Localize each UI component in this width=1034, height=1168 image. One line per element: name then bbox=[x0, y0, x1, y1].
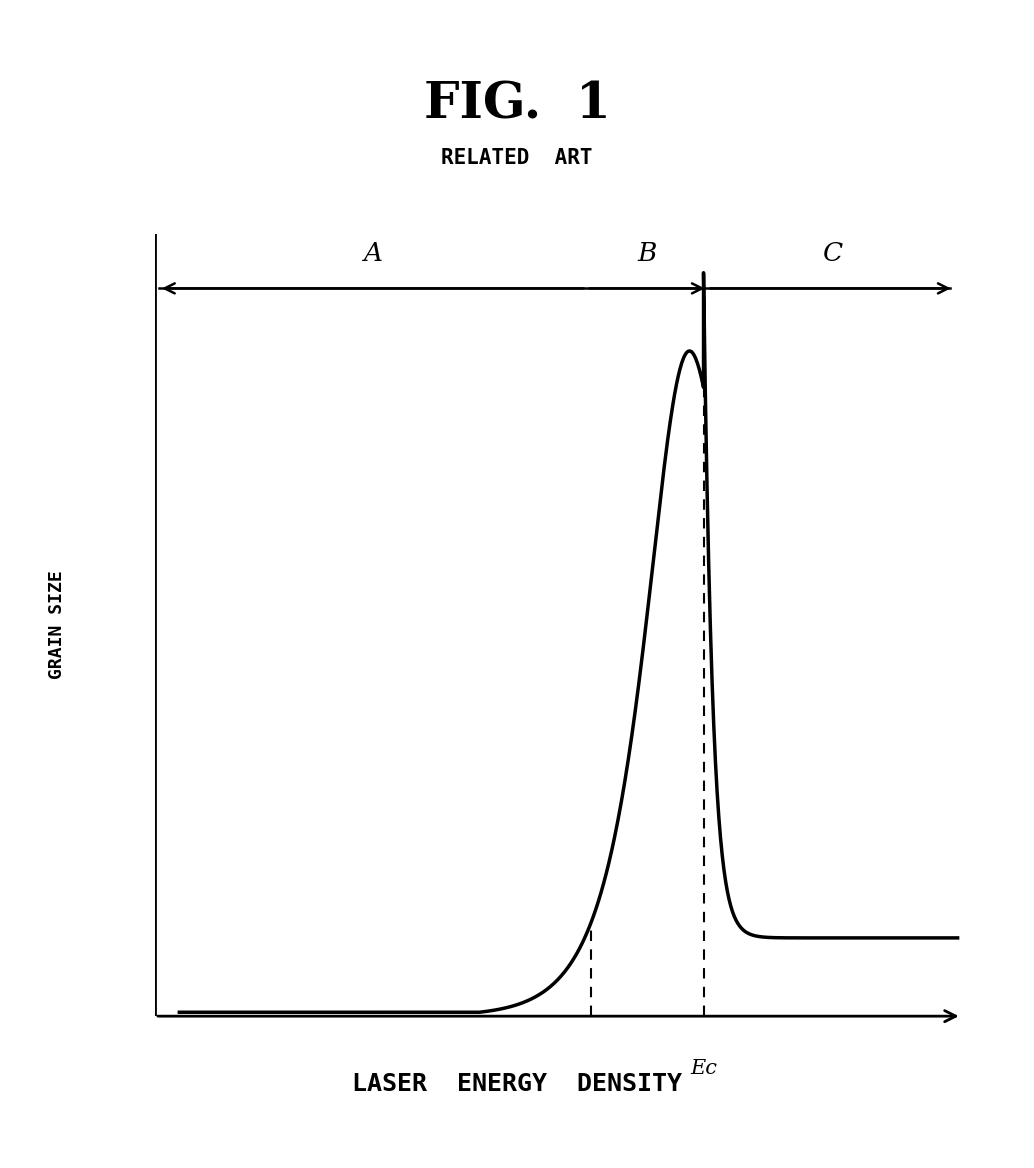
Text: GRAIN SIZE: GRAIN SIZE bbox=[48, 570, 66, 680]
Text: LASER  ENERGY  DENSITY: LASER ENERGY DENSITY bbox=[352, 1072, 682, 1096]
Text: B: B bbox=[637, 242, 657, 266]
Text: RELATED  ART: RELATED ART bbox=[442, 147, 592, 168]
Text: A: A bbox=[363, 242, 383, 266]
Text: Ec: Ec bbox=[690, 1059, 717, 1078]
Text: C: C bbox=[822, 242, 843, 266]
Text: FIG.  1: FIG. 1 bbox=[424, 81, 610, 130]
